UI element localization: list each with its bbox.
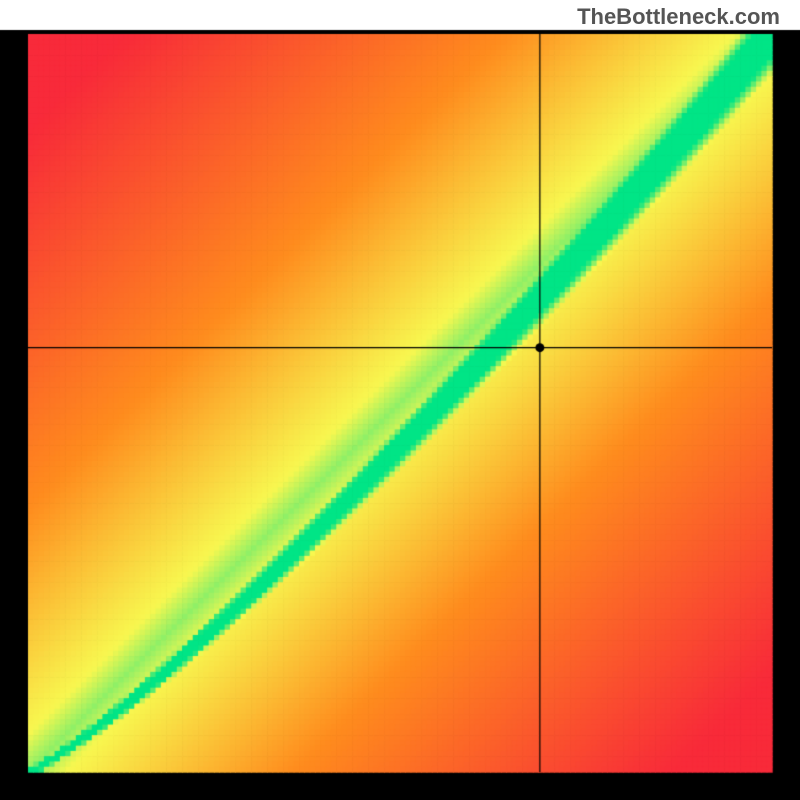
chart-container: TheBottleneck.com: [0, 0, 800, 800]
watermark-text: TheBottleneck.com: [577, 4, 780, 30]
bottleneck-heatmap: [0, 0, 800, 800]
